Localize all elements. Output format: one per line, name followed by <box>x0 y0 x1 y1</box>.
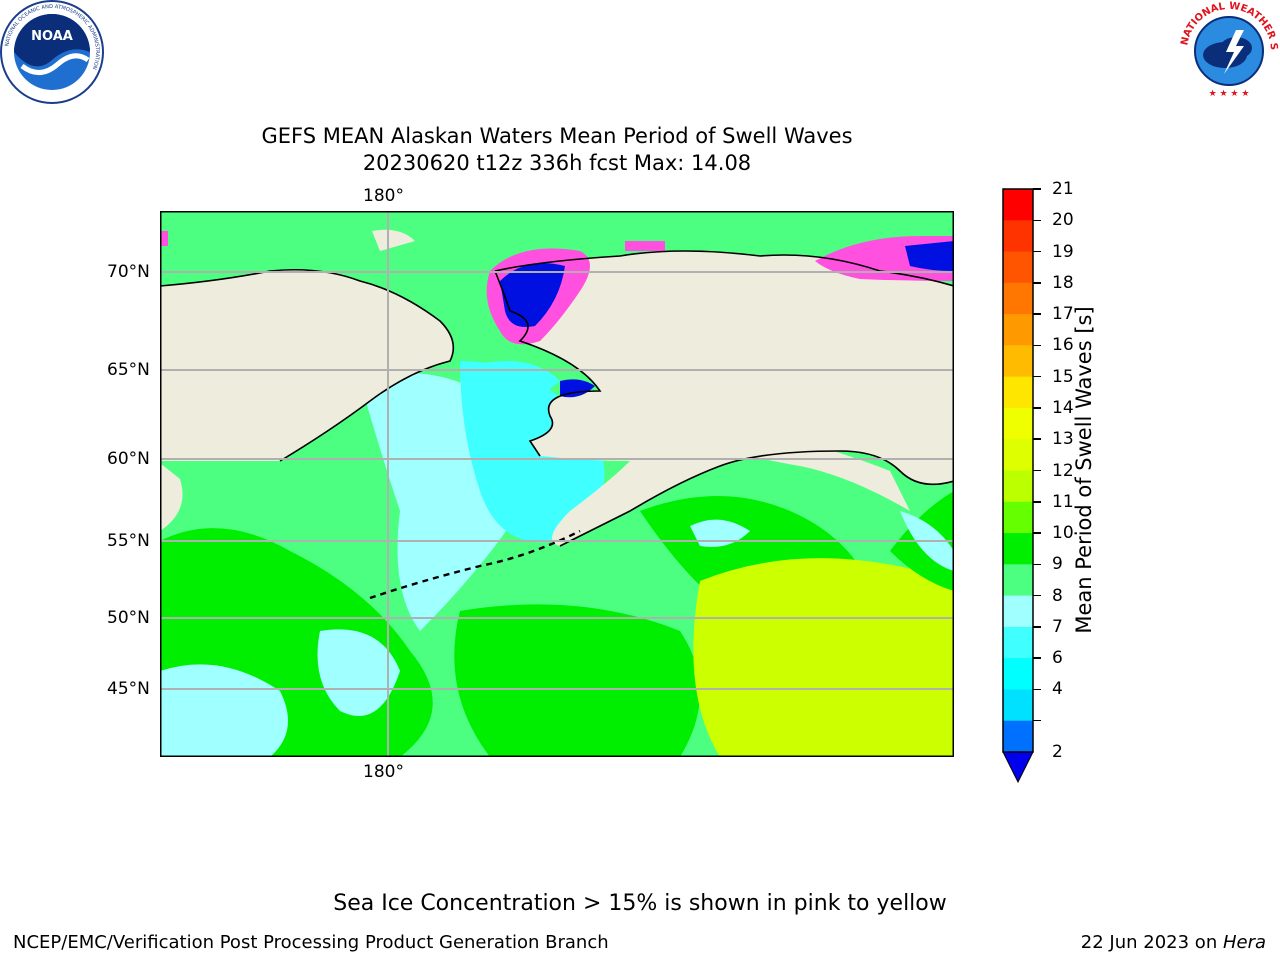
colorbar-tick <box>1033 219 1041 222</box>
colorbar-band <box>1003 220 1033 253</box>
colorbar-tick-label: 14 <box>1052 397 1074 418</box>
swell-period-map <box>160 211 954 757</box>
colorbar <box>1002 188 1034 784</box>
noaa-logo: NOAA NATIONAL OCEANIC AND ATMOSPHERIC AD… <box>0 0 104 104</box>
lat-label-70: 70°N <box>107 262 150 282</box>
graticule <box>160 211 954 757</box>
colorbar-band <box>1003 720 1033 753</box>
plot-title-line1: GEFS MEAN Alaskan Waters Mean Period of … <box>261 124 853 148</box>
colorbar-band <box>1003 314 1033 346</box>
lat-label-50: 50°N <box>107 608 150 628</box>
colorbar-band <box>1003 501 1033 534</box>
colorbar-tick-label: 10 <box>1052 523 1074 544</box>
colorbar-tick-label: 8 <box>1052 585 1063 606</box>
colorbar-tick-label: 4 <box>1052 679 1063 700</box>
colorbar-tick <box>1033 657 1041 659</box>
footer-left: NCEP/EMC/Verification Post Processing Pr… <box>13 932 609 953</box>
colorbar-tick-label: 21 <box>1052 179 1074 199</box>
colorbar-tick-label: 15 <box>1052 366 1074 387</box>
colorbar-tick <box>1033 344 1041 347</box>
colorbar-band <box>1003 407 1033 440</box>
colorbar-tick <box>1033 469 1041 472</box>
colorbar-band <box>1003 376 1033 409</box>
colorbar-tick-label: 2 <box>1052 742 1063 762</box>
colorbar-under-extension <box>1002 751 1034 784</box>
colorbar-tick <box>1033 438 1041 440</box>
map-frame <box>160 211 954 757</box>
noaa-center-text: NOAA <box>31 29 73 44</box>
svg-text:★ ★ ★ ★: ★ ★ ★ ★ <box>1209 89 1250 99</box>
colorbar-tick-label: 19 <box>1052 241 1074 262</box>
lon-label-bottom: 180° <box>363 762 404 782</box>
colorbar-band <box>1003 251 1033 284</box>
colorbar-tick-label: 20 <box>1052 210 1074 231</box>
land-areas <box>160 229 954 546</box>
footer-right: 22 Jun 2023 on Hera <box>1081 932 1266 954</box>
colorbar-band <box>1003 533 1033 565</box>
colorbar-tick <box>1033 626 1041 628</box>
colorbar-tick-label: 12 <box>1052 460 1074 481</box>
colorbar-tick <box>1033 688 1041 691</box>
colorbar-band <box>1003 470 1033 503</box>
lat-label-60: 60°N <box>107 449 150 469</box>
lon-label-top: 180° <box>363 186 404 206</box>
colorbar-tick-label: 9 <box>1052 554 1063 575</box>
colorbar-label: Mean Period of Swell Waves [s] <box>1072 306 1096 634</box>
lat-label-65: 65°N <box>107 360 150 380</box>
colorbar-tick-label: 16 <box>1052 335 1074 356</box>
colorbar-band <box>1003 189 1033 221</box>
colorbar-band <box>1003 564 1033 597</box>
colorbar-tick-label: 7 <box>1052 616 1063 637</box>
colorbar-band <box>1003 439 1033 471</box>
footer-date: 22 Jun 2023 on <box>1080 932 1223 953</box>
nws-logo: NATIONAL WEATHER SERVICE ★ ★ ★ ★ <box>1178 0 1279 101</box>
ocean-field <box>160 361 954 757</box>
colorbar-tick <box>1033 282 1041 284</box>
colorbar-band <box>1003 689 1033 722</box>
colorbar-tick-label: 13 <box>1052 429 1074 450</box>
colorbar-band <box>1003 345 1033 378</box>
plot-title-line2: 20230620 t12z 336h fcst Max: 14.08 <box>362 151 752 175</box>
colorbar-tick <box>1033 501 1041 503</box>
sea-ice-note: Sea Ice Concentration > 15% is shown in … <box>333 891 947 916</box>
colorbar-tick <box>1033 407 1041 409</box>
lat-label-45: 45°N <box>107 679 150 699</box>
colorbar-tick <box>1033 563 1041 566</box>
colorbar-tick <box>1033 532 1041 534</box>
colorbar-band <box>1003 658 1033 690</box>
colorbar-tick <box>1033 313 1041 315</box>
colorbar-tick-label: 6 <box>1052 648 1063 669</box>
colorbar-band <box>1003 595 1033 628</box>
colorbar-band <box>1003 626 1033 659</box>
colorbar-band <box>1003 282 1033 315</box>
colorbar-tick-label: 11 <box>1052 491 1074 512</box>
colorbar-tick <box>1033 188 1041 190</box>
colorbar-tick <box>1033 719 1041 722</box>
footer-machine: Hera <box>1222 932 1266 953</box>
colorbar-tick <box>1033 250 1041 253</box>
colorbar-tick <box>1033 594 1041 597</box>
colorbar-tick-label: 17 <box>1052 304 1074 325</box>
colorbar-tick-label: 18 <box>1052 272 1074 293</box>
colorbar-tick <box>1033 375 1041 378</box>
lat-label-55: 55°N <box>107 531 150 551</box>
